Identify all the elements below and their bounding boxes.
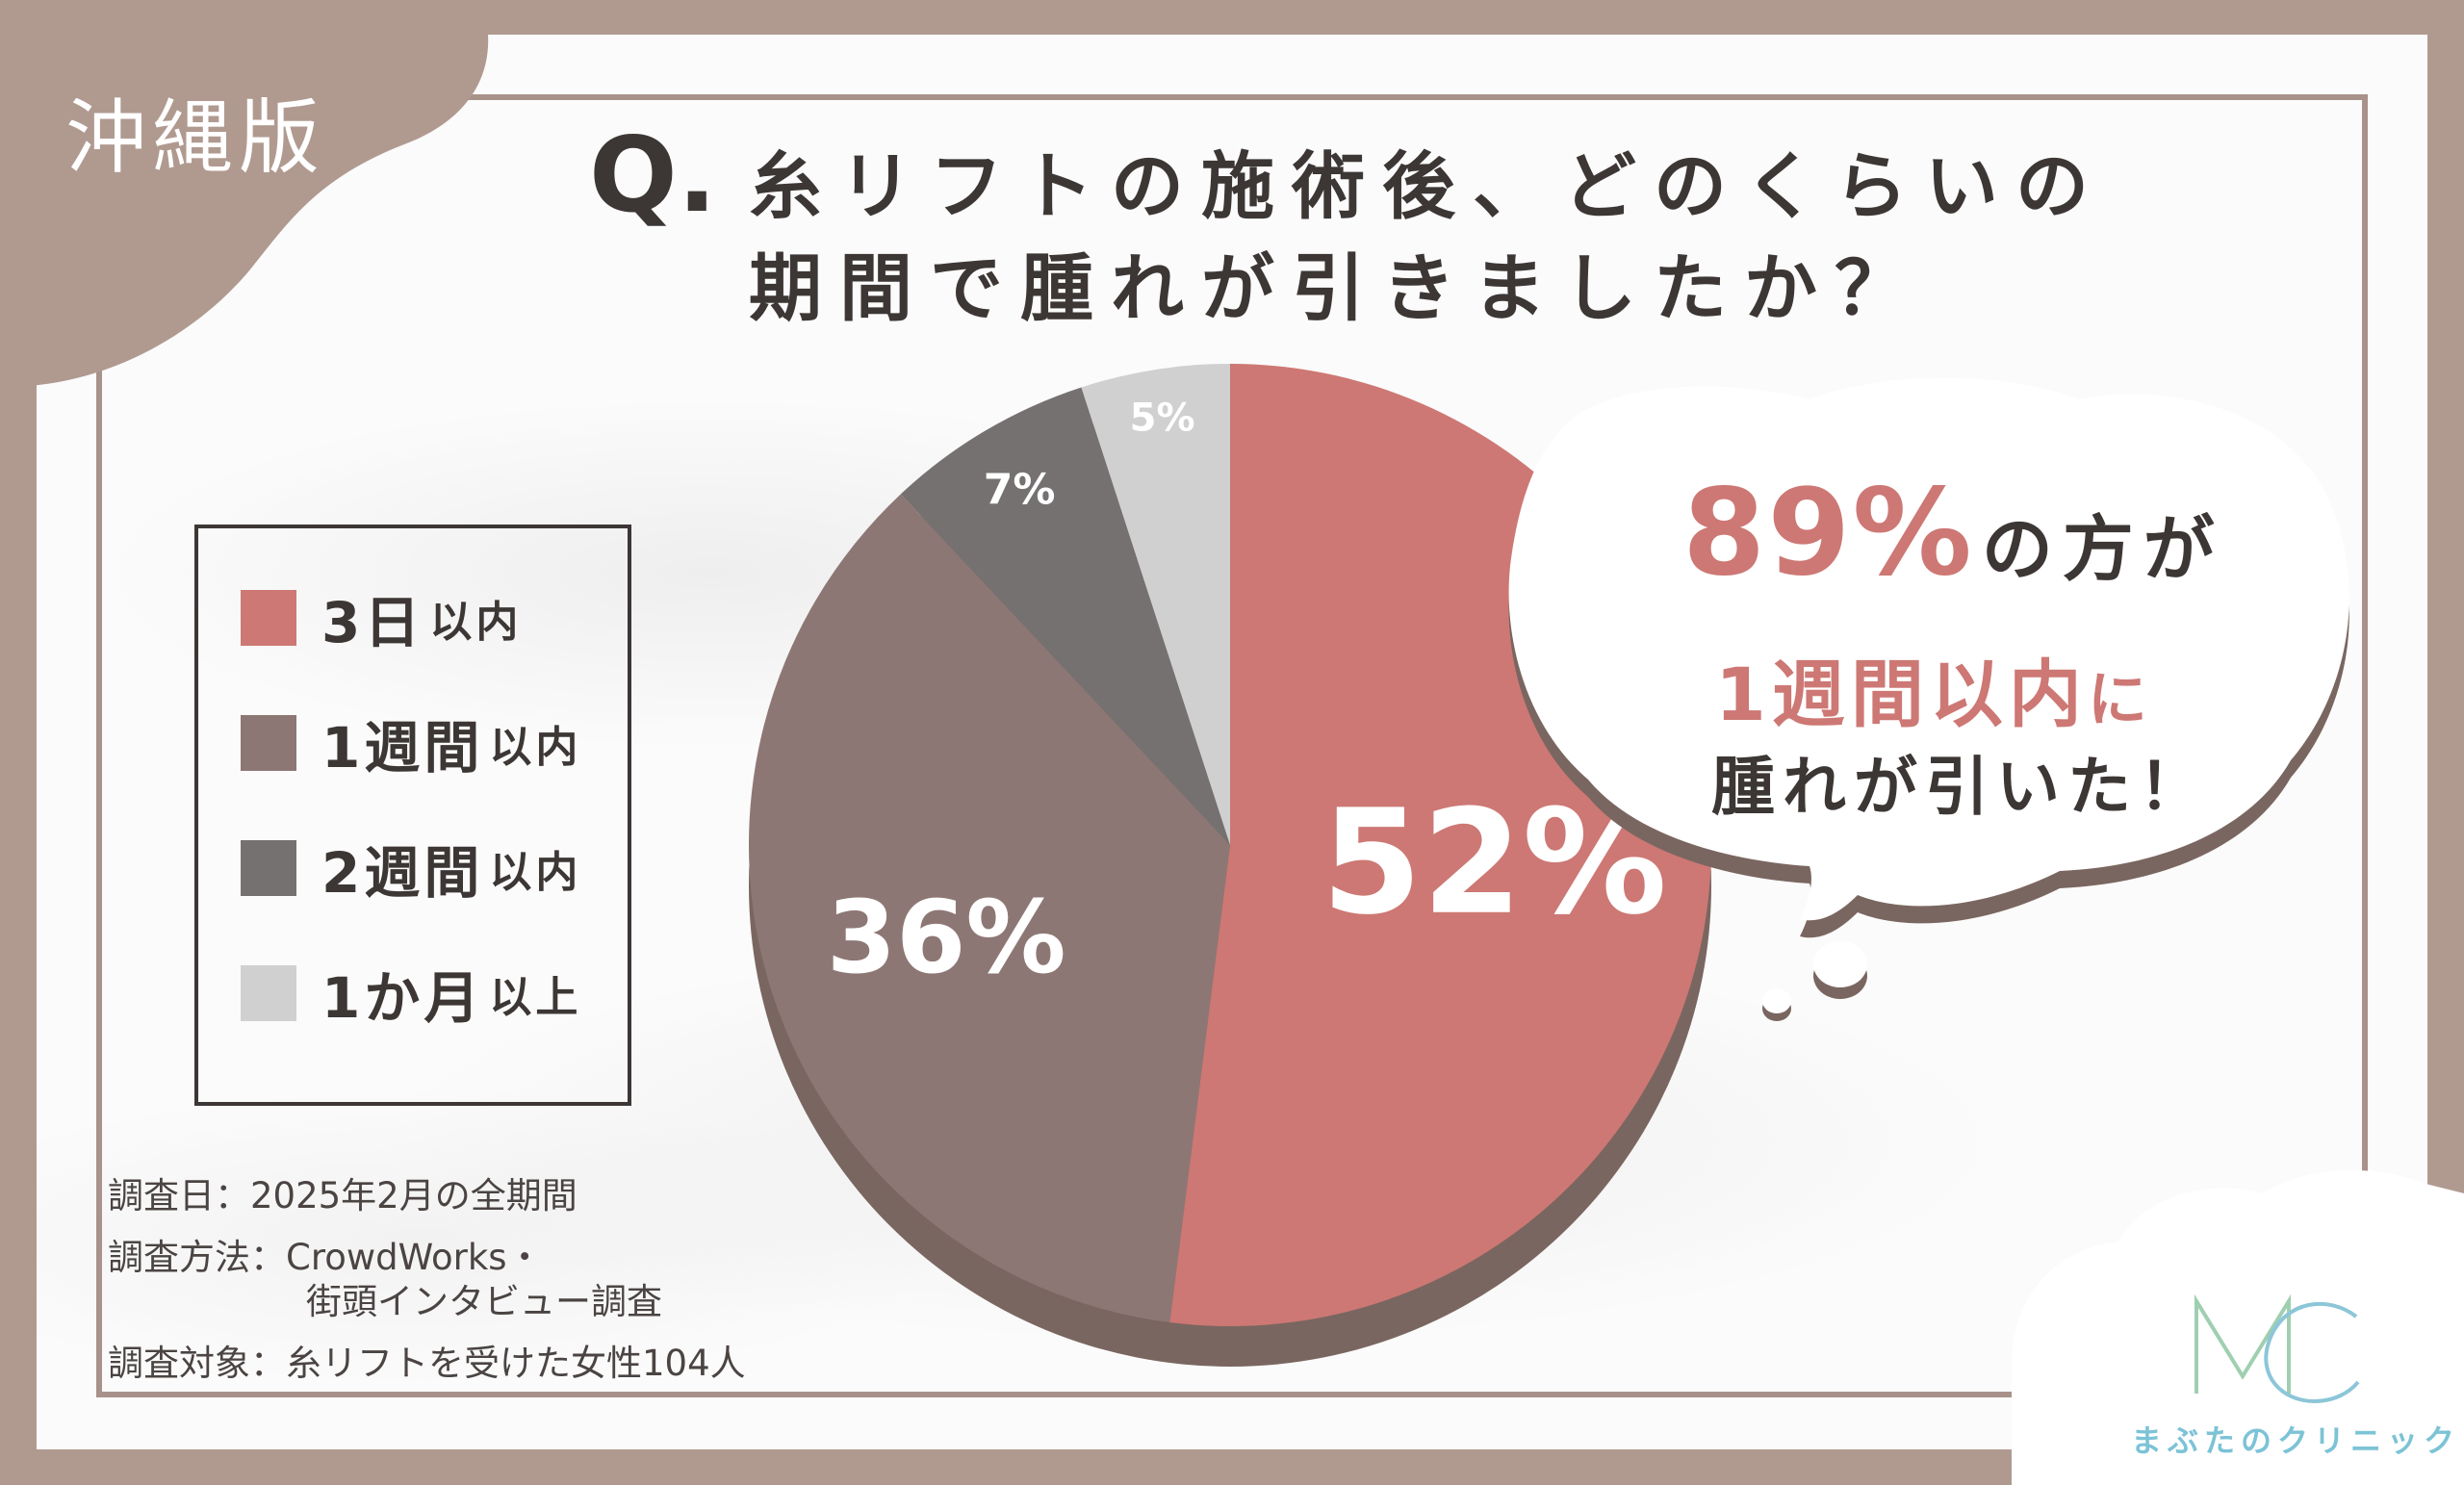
pie-slice-1	[748, 494, 1230, 1323]
logo-cloud	[2012, 1170, 2464, 1485]
thought-dot-small	[1762, 988, 1791, 1013]
clinic-name: まぶたのクリニック	[2131, 1422, 2461, 1459]
callout-line-2: 1週間以内に	[1715, 635, 2153, 741]
logo-mark-icon	[2194, 1293, 2360, 1404]
survey-method-2: 街頭インタビュー調査	[306, 1281, 662, 1322]
pie-label-3: 5%	[1130, 397, 1195, 441]
question-mark: Q.	[589, 115, 717, 236]
pie-label-1: 36%	[827, 879, 1066, 996]
legend-label-sub: 以内	[429, 598, 523, 647]
callout-line-3: 腫れが引いた！	[1711, 750, 2210, 824]
legend-item-1week: 1週間 以内	[241, 709, 582, 781]
legend-label-main: 3日	[321, 590, 424, 655]
legend-swatch-2weeks	[241, 840, 296, 896]
survey-method-1: 調査方法：CrowdWorks・	[108, 1237, 543, 1278]
legend-label-main: 1か月	[321, 965, 484, 1031]
legend-label-sub: 以内	[489, 848, 582, 897]
region-badge-shape	[0, 0, 489, 390]
legend: 3日 以内 1週間 以内 2週間 以内 1か月 以上	[194, 525, 631, 1106]
callout-line-1: 89% の方が	[1682, 464, 2224, 602]
legend-item-3days: 3日 以内	[241, 584, 523, 655]
callout-bubble-body	[1508, 377, 2349, 921]
survey-target: 調査対象：糸リフトを受けた女性104人	[108, 1343, 746, 1384]
pie-slice-3	[1081, 364, 1230, 845]
callout-line-2-main: 1週間以内	[1715, 652, 2088, 737]
legend-swatch-3days	[241, 590, 296, 646]
legend-swatch-1week	[241, 715, 296, 771]
legend-label-sub: 以内	[489, 723, 582, 772]
legend-item-2weeks: 2週間 以内	[241, 834, 582, 906]
legend-swatch-1month	[241, 965, 296, 1021]
region-label: 沖縄版	[65, 90, 326, 185]
survey-date: 調査日：2025年2月の全期間	[108, 1175, 578, 1216]
pie-label-2: 7%	[984, 465, 1056, 514]
legend-label-main: 1週間	[321, 715, 484, 781]
legend-label-sub: 以上	[489, 973, 582, 1022]
thought-dot-large	[1813, 941, 1867, 987]
question-line-1: 糸リフトの施術後、どのくらいの	[749, 143, 2106, 229]
pie-slice-2	[900, 387, 1230, 845]
legend-item-1month: 1か月 以上	[241, 960, 582, 1031]
legend-label-main: 2週間	[321, 840, 484, 906]
callout-tail: の方が	[1981, 508, 2224, 591]
callout-percent: 89%	[1682, 464, 1974, 602]
callout-line-2-small: に	[2087, 664, 2153, 734]
question-line-2: 期間で腫れが引きましたか？	[749, 245, 1925, 331]
